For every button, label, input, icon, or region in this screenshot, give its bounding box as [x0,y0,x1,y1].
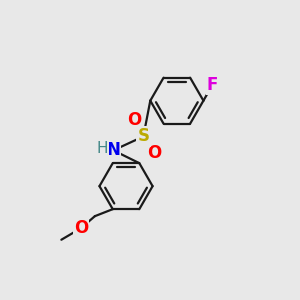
Text: S: S [137,128,149,146]
Text: N: N [106,141,120,159]
Text: O: O [147,144,161,162]
Text: F: F [207,76,218,94]
Text: O: O [74,219,88,237]
Text: H: H [97,141,108,156]
Text: O: O [127,111,141,129]
